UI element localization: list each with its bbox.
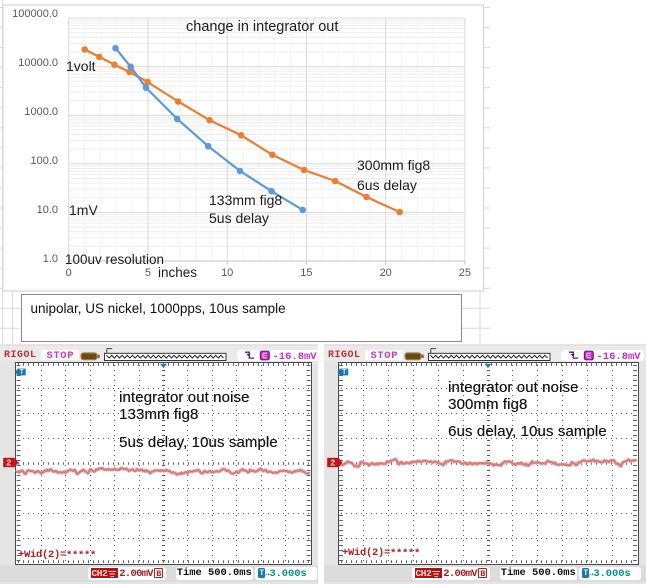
svg-text:2: 2 <box>6 459 11 469</box>
svg-text:T: T <box>342 369 347 377</box>
svg-text:2: 2 <box>330 459 335 469</box>
svg-text:T: T <box>20 369 25 377</box>
